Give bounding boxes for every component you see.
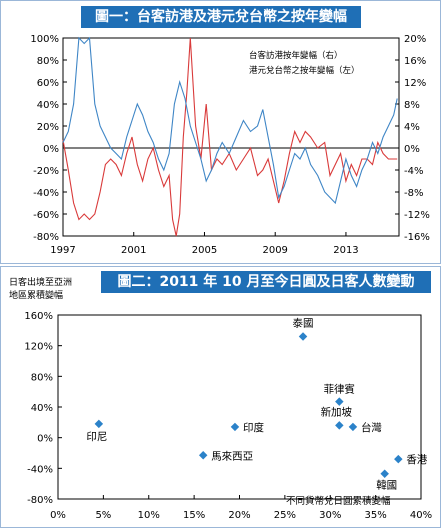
chart2-ylabel-line1: 日客出境至亞洲 bbox=[9, 278, 73, 288]
chart1-legend-right-label: 台客訪港按年變幅（右） bbox=[249, 51, 343, 61]
chart1-right-tick-label: 16% bbox=[404, 56, 426, 67]
chart1-x-tick-label: 1997 bbox=[50, 245, 75, 256]
chart2-point-marker bbox=[94, 419, 104, 429]
chart1-right-tick-label: 12% bbox=[404, 78, 426, 89]
chart2-point-marker bbox=[348, 422, 358, 432]
chart2-point-marker bbox=[298, 332, 308, 341]
chart2-x-tick-label: 40% bbox=[410, 510, 432, 521]
chart1-series-fx-line bbox=[62, 36, 398, 205]
chart1-left-tick-label: 0% bbox=[43, 144, 59, 155]
chart1-right-tick-label: -16% bbox=[404, 232, 430, 243]
chart1-panel: 圖一：台客訪港及港元兌台幣之按年變幅 100% 80% 60% 40% 20% 0% -20… bbox=[0, 0, 441, 264]
chart1-series-visitors-line bbox=[62, 37, 398, 237]
chart1-left-tick-label: -20% bbox=[33, 166, 59, 177]
chart2-point-label: 台灣 bbox=[361, 421, 382, 434]
chart2-svg: 160% 120% 80% 40% 0% -40% -80% 0% 5% 10% 15% 20% 25%… bbox=[24, 311, 432, 521]
chart2-title: 圖二：2011 年 10 月至今日圓及日客人數變動 bbox=[101, 271, 431, 293]
chart1-right-tick-label: -8% bbox=[404, 188, 423, 199]
chart2-point-marker bbox=[394, 454, 403, 464]
chart2-x-tick-label: 15% bbox=[183, 510, 205, 521]
chart2-y-tick-label: 0% bbox=[37, 434, 53, 445]
chart1-x-tick-label: 2013 bbox=[333, 245, 358, 256]
chart2-x-tick-label: 5% bbox=[95, 510, 111, 521]
chart2-point-marker bbox=[198, 451, 208, 460]
chart2-x-tick-label: 10% bbox=[138, 510, 160, 521]
chart2-point-marker bbox=[380, 469, 389, 478]
chart2-y-tick-label: 40% bbox=[31, 403, 53, 414]
chart2-point-label: 新加坡 bbox=[321, 405, 353, 418]
chart1-right-tick-label: 20% bbox=[404, 34, 426, 45]
chart2-point-marker bbox=[230, 422, 240, 432]
chart2-point-label: 韓國 bbox=[376, 480, 397, 492]
chart2-y-tick-label: 120% bbox=[24, 342, 53, 353]
chart2-point-label: 香港 bbox=[406, 454, 427, 466]
chart1-x-tick-label: 2001 bbox=[121, 245, 146, 256]
chart2-x-tick-label: 30% bbox=[319, 510, 341, 521]
chart2-xlabel: 不同貨幣兌日圓累積變幅 bbox=[286, 496, 391, 507]
chart2-point-label: 印尼 bbox=[86, 431, 107, 443]
chart1-left-tick-label: -60% bbox=[33, 210, 59, 221]
chart1-x-tick-label: 2009 bbox=[262, 245, 287, 256]
chart1-left-tick-label: 40% bbox=[37, 100, 59, 111]
chart2-point-label: 菲律賓 bbox=[324, 383, 356, 396]
chart2-x-tick-label: 25% bbox=[274, 510, 296, 521]
chart1-left-tick-label: 20% bbox=[37, 122, 59, 133]
chart2-x-tick-label: 35% bbox=[365, 510, 387, 521]
chart2-plot-frame bbox=[57, 314, 422, 500]
chart1-x-tick-label: 2005 bbox=[192, 245, 217, 256]
chart1-right-tick-label: 4% bbox=[404, 122, 420, 133]
chart2-panel: 日客出境至亞洲 地區累積變幅 圖二：2011 年 10 月至今日圓及日客人數變動… bbox=[0, 266, 441, 528]
chart1-left-tick-label: 100% bbox=[30, 34, 59, 45]
chart1-title: 圖一：台客訪港及港元兌台幣之按年變幅 bbox=[81, 6, 361, 28]
chart2-point-marker bbox=[335, 421, 344, 430]
chart2-y-tick-label: -80% bbox=[27, 495, 53, 506]
chart1-svg: 100% 80% 60% 40% 20% 0% -20% -40% -60% -80% 20% 16%… bbox=[30, 34, 430, 256]
chart1-right-tick-label: 0% bbox=[404, 144, 420, 155]
chart2-ylabel-line2: 地區累積變幅 bbox=[9, 291, 64, 301]
chart2-y-tick-label: 80% bbox=[31, 372, 53, 383]
chart1-legend-left-label: 港元兌台幣之按年變幅（左） bbox=[249, 66, 360, 76]
chart2-point-label: 泰國 bbox=[293, 316, 314, 329]
chart1-right-tick-label: 8% bbox=[404, 100, 420, 111]
chart2-point-marker bbox=[335, 397, 344, 406]
chart2-x-tick-label: 0% bbox=[50, 510, 66, 521]
chart1-left-tick-label: 80% bbox=[37, 56, 59, 67]
chart1-left-tick-label: 60% bbox=[37, 78, 59, 89]
chart1-right-tick-label: -12% bbox=[404, 210, 430, 221]
chart2-x-tick-label: 20% bbox=[228, 510, 250, 521]
chart2-y-tick-label: 160% bbox=[24, 311, 53, 322]
chart2-point-label: 馬來西亞 bbox=[211, 450, 253, 462]
chart2-point-label: 印度 bbox=[243, 421, 264, 434]
chart1-plot-frame bbox=[62, 37, 400, 237]
chart2-y-tick-label: -40% bbox=[27, 464, 53, 475]
chart1-left-tick-label: -40% bbox=[33, 188, 59, 199]
chart1-left-tick-label: -80% bbox=[33, 232, 59, 243]
chart1-right-tick-label: -4% bbox=[404, 166, 423, 177]
